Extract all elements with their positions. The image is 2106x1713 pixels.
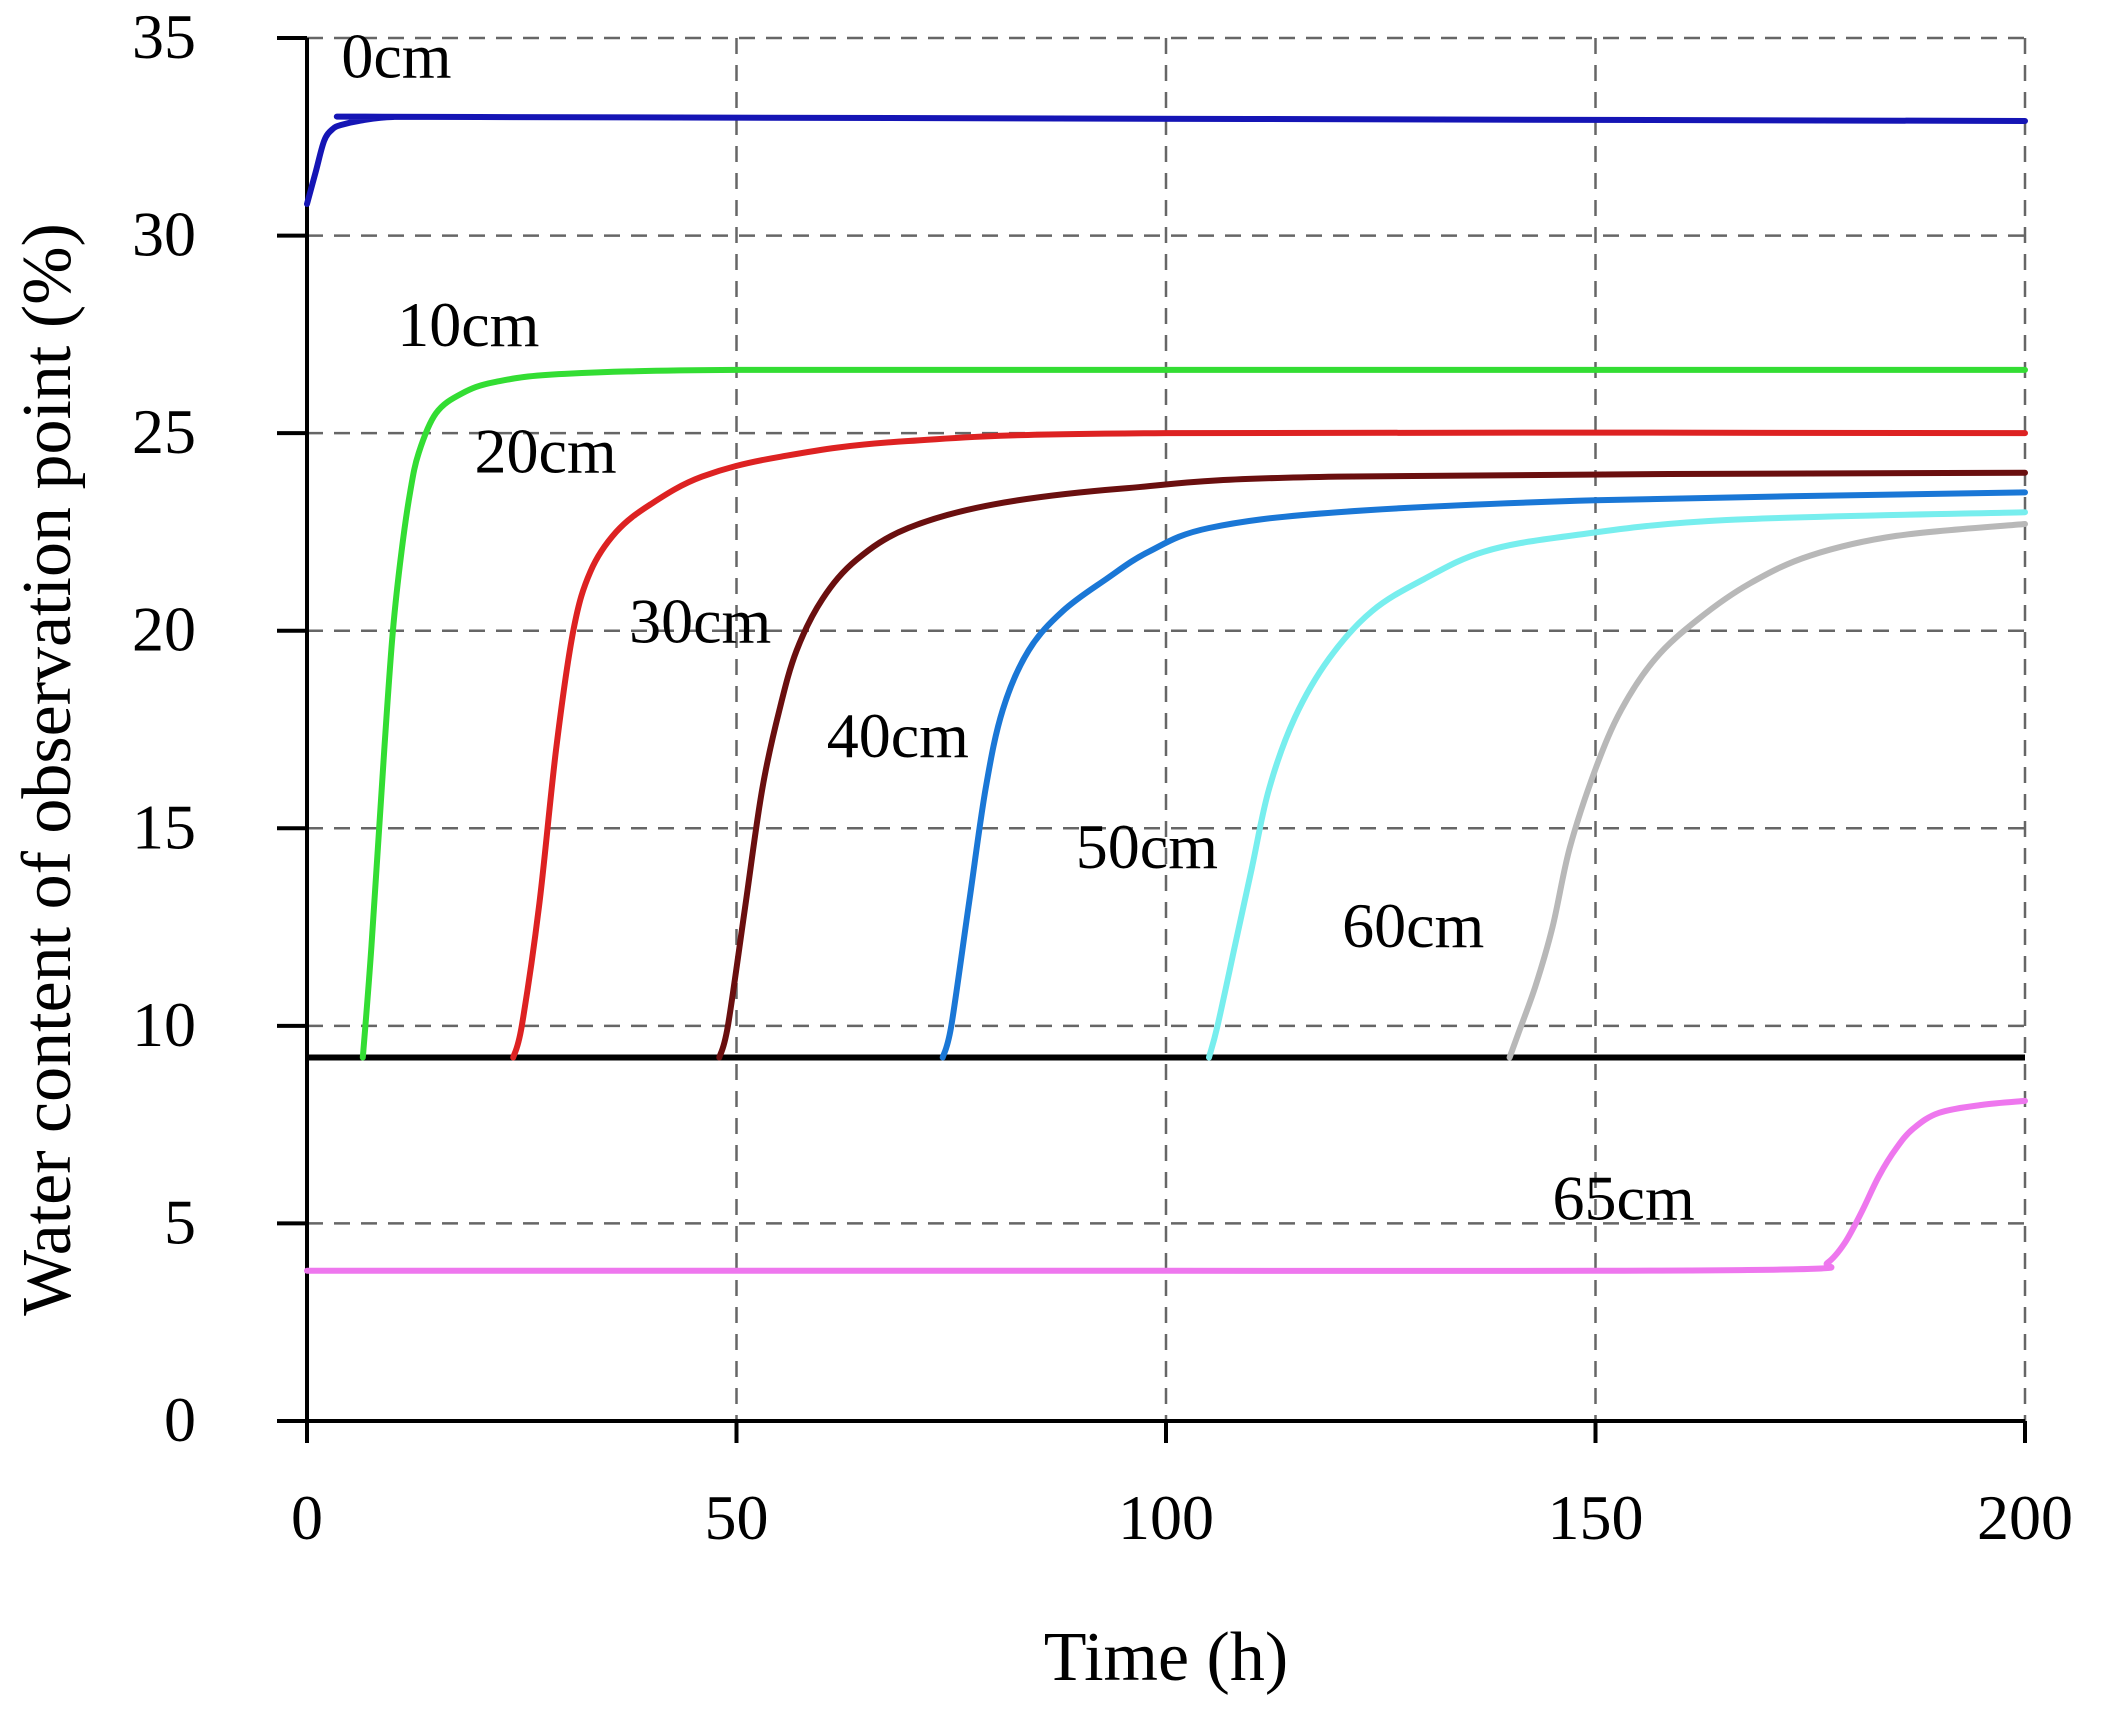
x-tick-label: 0 <box>291 1482 323 1553</box>
grid <box>307 36 2027 1421</box>
series-line-40cm <box>939 489 2028 1061</box>
y-tick-label: 0 <box>164 1384 196 1455</box>
series-line-65cm <box>304 1097 2028 1274</box>
y-tick-label: 20 <box>132 594 196 665</box>
y-tick-label: 30 <box>132 199 196 270</box>
x-tick-label: 200 <box>1977 1482 2073 1553</box>
series-label-30cm: 30cm <box>629 586 771 657</box>
series-lines <box>304 113 2028 1274</box>
y-tick-label: 25 <box>132 396 196 467</box>
series-labels: 0cm 10cm 20cm 30cm 40cm 50cm 60cm 65cm <box>341 21 1694 1234</box>
y-tick-label: 15 <box>132 791 196 862</box>
series-line-50cm <box>1206 509 2028 1061</box>
axes: 0 5 10 15 20 25 30 35 0 50 100 150 200 <box>132 1 2073 1553</box>
x-axis-title: Time (h) <box>1044 1619 1288 1696</box>
series-label-20cm: 20cm <box>475 416 617 487</box>
y-tick-label: 35 <box>132 1 196 72</box>
x-tick-label: 100 <box>1118 1482 1214 1553</box>
series-line-60cm <box>1506 521 2028 1061</box>
series-line-20cm <box>510 429 2028 1061</box>
series-line-0cm <box>304 113 2028 207</box>
series-label-65cm: 65cm <box>1553 1162 1695 1233</box>
series-label-50cm: 50cm <box>1076 811 1218 882</box>
y-tick-label: 5 <box>164 1186 196 1257</box>
series-line-10cm <box>359 366 2028 1061</box>
y-axis-title: Water content of observation point (%) <box>9 223 86 1316</box>
series-line-30cm <box>716 469 2028 1061</box>
series-label-60cm: 60cm <box>1342 890 1484 961</box>
series-label-40cm: 40cm <box>827 700 969 771</box>
x-tick-label: 50 <box>705 1482 769 1553</box>
y-tick-label: 10 <box>132 989 196 1060</box>
series-label-0cm: 0cm <box>341 21 451 92</box>
x-tick-label: 150 <box>1548 1482 1644 1553</box>
series-label-10cm: 10cm <box>397 289 539 360</box>
